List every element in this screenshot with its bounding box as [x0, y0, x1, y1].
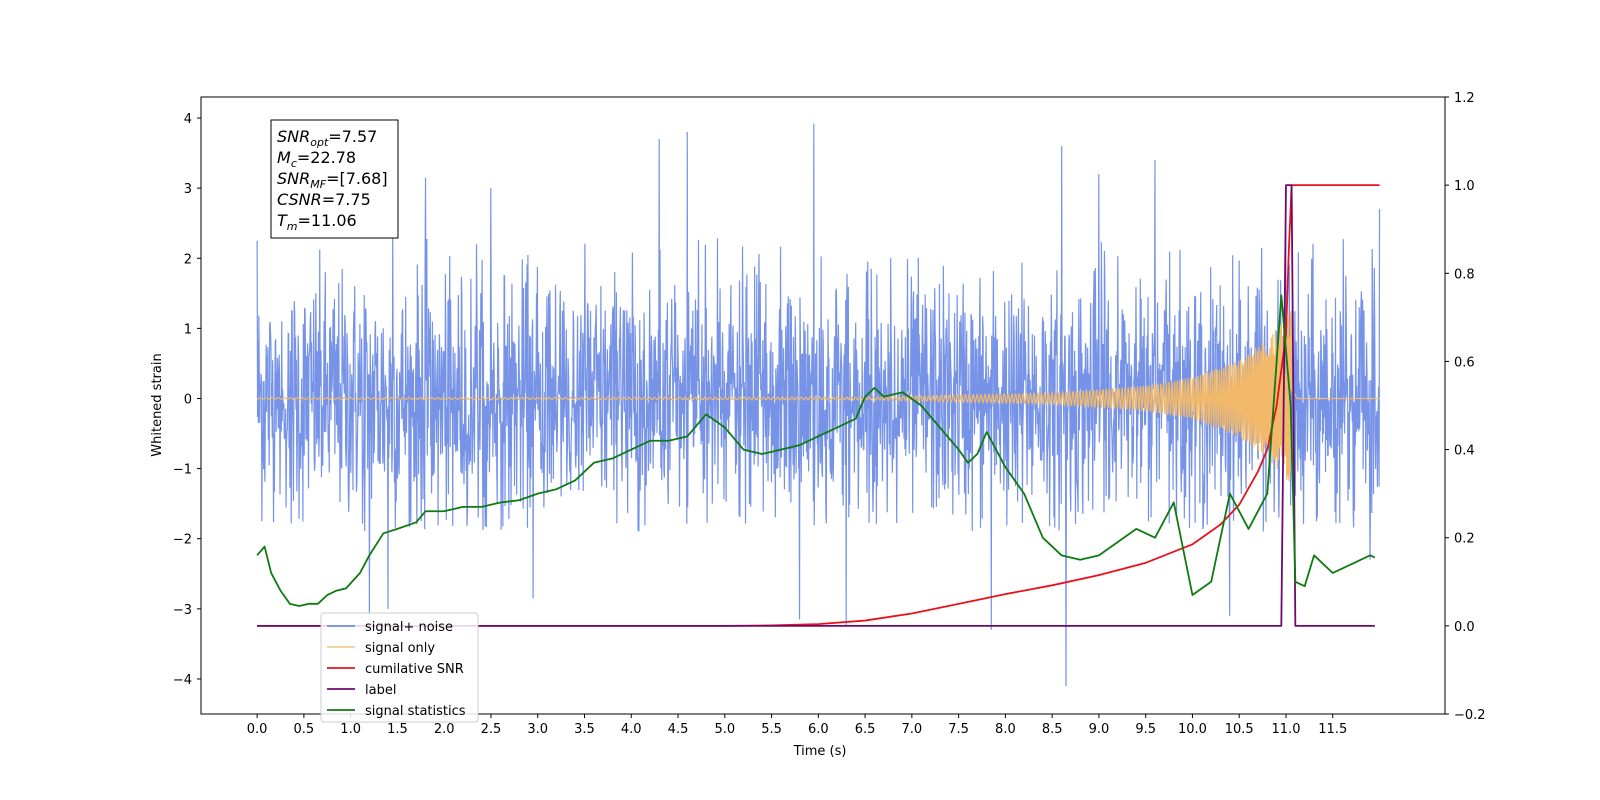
- y-tick-label: −2: [173, 533, 192, 548]
- y2-tick-label: 1.0: [1454, 179, 1475, 194]
- legend-label: label: [365, 683, 396, 698]
- x-tick-label: 7.5: [948, 722, 969, 737]
- stats-annotation-box: SNRopt=7.57Mc=22.78SNRMF=[7.68]CSNR=7.75…: [270, 119, 399, 239]
- x-axis-label: Time (s): [793, 744, 847, 759]
- annotation-line: Mc=22.78: [277, 148, 356, 170]
- y2-tick-label: 0.8: [1454, 267, 1475, 282]
- x-tick-label: 1.0: [340, 722, 361, 737]
- annotation-line: SNRMF=[7.68]: [277, 169, 388, 191]
- y-axis-label: Whitened strain: [150, 353, 165, 456]
- x-tick-label: 2.0: [434, 722, 455, 737]
- y2-tick-label: 1.2: [1454, 91, 1475, 106]
- y-tick-label: −3: [173, 603, 192, 618]
- y2-tick-label: −0.2: [1454, 708, 1486, 723]
- y-tick-label: 2: [184, 252, 192, 267]
- y-tick-label: −1: [173, 463, 192, 478]
- x-tick-label: 7.0: [902, 722, 923, 737]
- legend-label: signal+ noise: [365, 620, 453, 635]
- y2-tick-label: 0.4: [1454, 444, 1475, 459]
- legend-label: signal only: [365, 641, 435, 656]
- annotation-line: CSNR=7.75: [277, 190, 371, 209]
- series-label: [257, 184, 1375, 627]
- x-tick-label: 3.5: [574, 722, 595, 737]
- plot-frame: [200, 96, 1446, 715]
- y-axis-ticks: −4 −3 −2 −1 0 1 2 3 4: [173, 112, 201, 688]
- x-tick-label: 9.0: [1089, 722, 1110, 737]
- y-tick-label: −4: [173, 673, 192, 688]
- x-tick-label: 11.0: [1272, 722, 1301, 737]
- x-tick-label: 9.5: [1135, 722, 1156, 737]
- x-tick-label: 6.0: [808, 722, 829, 737]
- x-tick-label: 4.0: [621, 722, 642, 737]
- x-tick-label: 10.0: [1178, 722, 1207, 737]
- series-layer: [256, 123, 1381, 686]
- x-tick-label: 11.5: [1318, 722, 1347, 737]
- legend: signal+ noise signal only cumilative SNR la…: [320, 612, 479, 723]
- annotation-line: Tm=11.06: [277, 211, 357, 233]
- x-tick-label: 8.0: [995, 722, 1016, 737]
- series-signal-only: [256, 309, 1380, 482]
- x-tick-label: 6.5: [855, 722, 876, 737]
- x-tick-label: 3.0: [527, 722, 548, 737]
- y2-axis-ticks: −0.2 0.0 0.2 0.4 0.6 0.8 1.0 1.2: [1445, 91, 1486, 723]
- y-tick-label: 1: [184, 322, 192, 337]
- y2-tick-label: 0.2: [1454, 532, 1475, 547]
- x-axis-ticks: 0.0 0.5 1.0 1.5 2.0 2.5 3.0 3.5 4.0 4.5 5.0 5.5 6.0 6…: [247, 714, 1347, 737]
- y2-tick-label: 0.6: [1454, 355, 1475, 370]
- x-tick-label: 2.5: [481, 722, 502, 737]
- x-tick-label: 0.0: [247, 722, 268, 737]
- y2-tick-label: 0.0: [1454, 620, 1475, 635]
- x-tick-label: 5.0: [714, 722, 735, 737]
- legend-label: signal statistics: [365, 704, 466, 719]
- x-tick-label: 4.5: [668, 722, 689, 737]
- x-tick-label: 0.5: [294, 722, 315, 737]
- annotation-line: SNRopt=7.57: [277, 127, 377, 149]
- x-tick-label: 1.5: [387, 722, 408, 737]
- y-tick-label: 4: [184, 112, 192, 127]
- y-tick-label: 3: [184, 182, 192, 197]
- x-tick-label: 8.5: [1042, 722, 1063, 737]
- x-tick-label: 5.5: [761, 722, 782, 737]
- legend-label: cumilative SNR: [365, 662, 464, 677]
- series-cumulative-snr: [257, 184, 1380, 627]
- series-signal-statistics: [256, 294, 1376, 607]
- y-tick-label: 0: [184, 392, 192, 407]
- x-tick-label: 10.5: [1225, 722, 1254, 737]
